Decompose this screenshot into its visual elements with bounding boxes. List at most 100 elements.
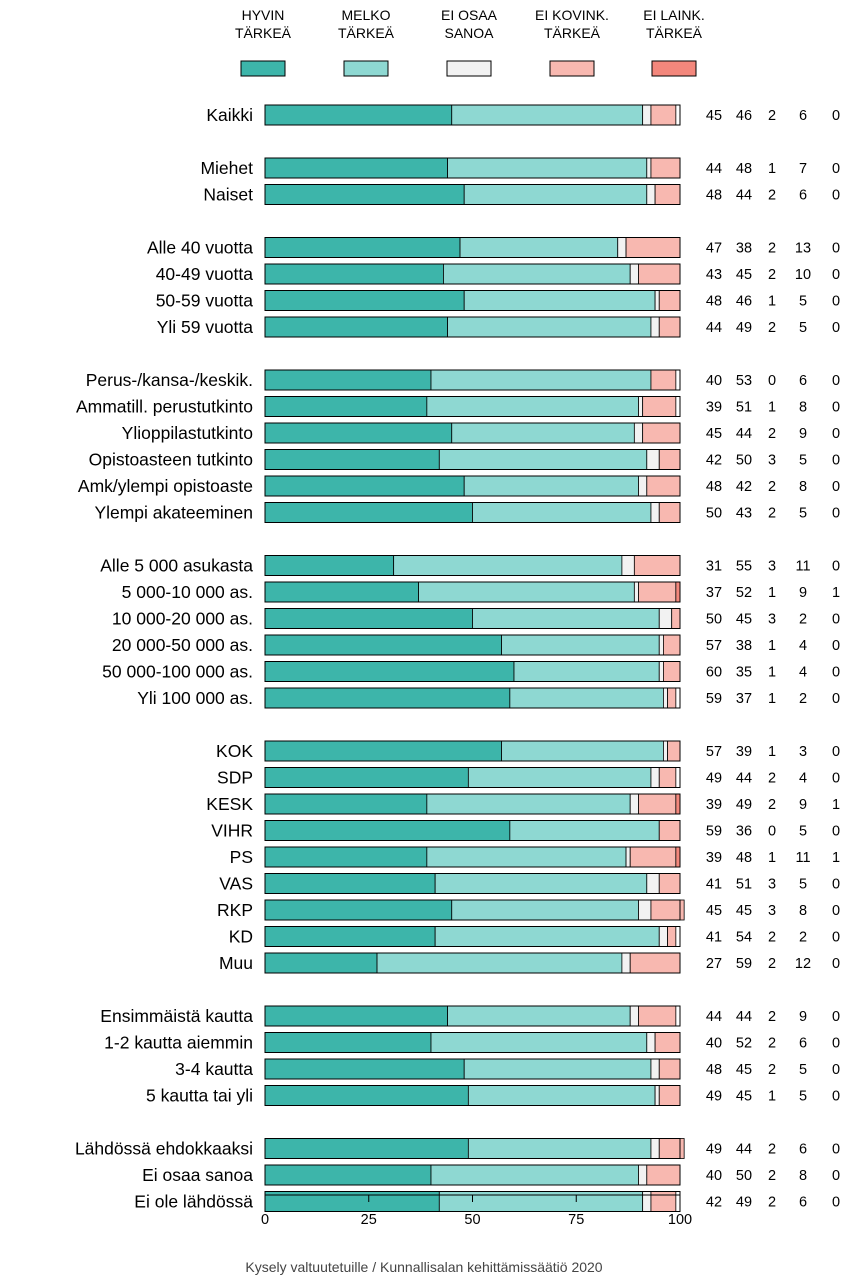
value-label: 52 (736, 585, 752, 601)
x-tick-label: 0 (261, 1212, 269, 1228)
bar-segment (264, 502, 473, 523)
bar-segment (467, 1138, 652, 1159)
value-label: 11 (795, 559, 810, 575)
bar-segment (633, 581, 639, 603)
bar-segment (621, 952, 631, 974)
bar-segment (663, 661, 681, 682)
bar-segment (264, 157, 449, 179)
bar-segment (264, 290, 465, 311)
value-label: 2 (768, 267, 776, 283)
value-label: 45 (706, 426, 722, 442)
value-label: 8 (799, 479, 807, 495)
bar-segment (675, 581, 681, 603)
value-label: 42 (706, 453, 722, 469)
value-label: 51 (736, 877, 752, 893)
bar-segment (451, 104, 644, 126)
bar-outline (264, 316, 681, 338)
row-label: Ei osaa sanoa (142, 1165, 253, 1185)
value-label: 0 (832, 400, 840, 416)
value-label: 2 (768, 930, 776, 946)
value-label: 31 (706, 559, 722, 575)
bar-segment (264, 449, 440, 470)
row-label: 50-59 vuotta (156, 291, 254, 311)
value-label: 0 (832, 1195, 840, 1211)
bar-segment (264, 237, 461, 258)
bar-segment (650, 1058, 660, 1080)
bar-segment (625, 237, 681, 258)
value-label: 6 (799, 1195, 807, 1211)
bar-segment (658, 449, 681, 470)
bar-segment (264, 661, 515, 682)
bar-segment (638, 581, 677, 603)
value-label: 51 (736, 400, 752, 416)
bar-outline (264, 1005, 681, 1027)
bar-segment (658, 1085, 681, 1106)
bar-outline (264, 157, 681, 179)
bar-row: Ensimmäistä kautta 44 44 2 9 0 (100, 1005, 840, 1027)
bar-segment (675, 846, 681, 868)
bar-segment (638, 475, 648, 497)
legend-label: EI KOVINK. (535, 7, 609, 23)
value-label: 53 (736, 373, 752, 389)
bar-segment (646, 157, 652, 179)
bar-segment (434, 926, 660, 947)
value-label: 3 (768, 453, 776, 469)
bar-row: VAS 41 51 3 5 0 (219, 873, 840, 894)
bar-segment (264, 1058, 465, 1080)
value-label: 48 (736, 850, 752, 866)
bar-segment (642, 396, 677, 417)
value-label: 0 (832, 956, 840, 972)
value-label: 0 (832, 241, 840, 257)
bar-outline (264, 104, 681, 126)
value-label: 60 (706, 665, 722, 681)
row-label: PS (230, 847, 253, 867)
bar-segment (650, 157, 681, 179)
bar-row: Ei osaa sanoa 40 50 2 8 0 (142, 1164, 840, 1186)
value-label: 27 (706, 956, 722, 972)
value-label: 0 (832, 373, 840, 389)
legend: HYVIN TÄRKEÄ MELKO TÄRKEÄ EI OSAA SANOA EI KOV… (235, 7, 705, 77)
bar-segment (376, 952, 623, 974)
value-label: 2 (768, 426, 776, 442)
value-label: 6 (799, 373, 807, 389)
value-label: 45 (706, 903, 722, 919)
bar-segment (658, 661, 664, 682)
legend-swatch (549, 60, 595, 77)
value-label: 57 (706, 744, 722, 760)
bar-segment (451, 422, 635, 444)
bar-segment (629, 952, 681, 974)
bar-segment (629, 846, 677, 868)
bar-row: Ylioppilastutkinto 45 44 2 9 0 (122, 422, 840, 444)
bar-segment (264, 422, 453, 444)
bar-outline (264, 396, 681, 417)
value-label: 0 (832, 930, 840, 946)
legend-swatch (446, 60, 492, 77)
bar-row: Naiset 48 44 2 6 0 (203, 184, 840, 205)
bar-segment (667, 926, 677, 947)
value-label: 11 (795, 850, 810, 866)
bar-outline (264, 449, 681, 470)
bar-segment (264, 555, 395, 576)
bar-segment (264, 104, 453, 126)
bar-segment (638, 899, 652, 921)
value-label: 49 (736, 797, 752, 813)
value-label: 8 (799, 903, 807, 919)
bar-segment (658, 634, 664, 656)
value-label: 6 (799, 108, 807, 124)
legend-label: TÄRKEÄ (646, 25, 703, 41)
bar-segment (658, 767, 677, 788)
value-label: 43 (736, 506, 752, 522)
value-label: 0 (832, 426, 840, 442)
row-label: 20 000-50 000 as. (112, 635, 253, 655)
bar-outline (264, 661, 681, 682)
value-label: 8 (799, 400, 807, 416)
value-label: 2 (768, 241, 776, 257)
bar-segment (654, 184, 681, 205)
bar-segment (633, 422, 644, 444)
value-label: 44 (706, 161, 722, 177)
bar-segment (638, 1005, 677, 1027)
bar-segment (646, 873, 660, 894)
row-label: Naiset (203, 185, 253, 205)
bar-segment (658, 820, 681, 841)
value-label: 57 (706, 638, 722, 654)
